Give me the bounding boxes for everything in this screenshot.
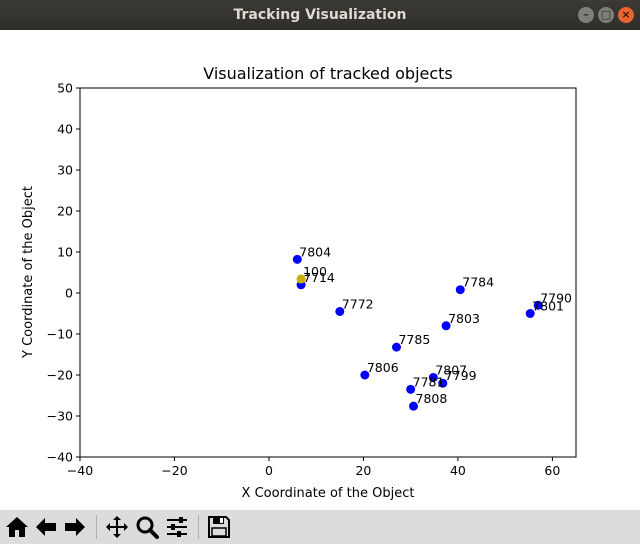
window-titlebar: Tracking Visualization – □ × (0, 0, 640, 30)
navigation-toolbar (0, 510, 640, 544)
point-label-7808: 7808 (416, 391, 448, 406)
point-7801 (525, 309, 535, 318)
x-tick-label: −20 (161, 463, 187, 478)
chart-figure: Visualization of tracked objects X Coord… (21, 64, 577, 501)
y-tick-label: 40 (57, 122, 73, 137)
close-button[interactable]: × (618, 7, 634, 23)
point-7781 (406, 384, 416, 394)
point-label-7781: 7781 (413, 374, 445, 389)
point-100 (296, 274, 306, 284)
point-7807 (428, 372, 438, 382)
toolbar-separator (198, 515, 199, 539)
point-7799 (438, 378, 448, 388)
y-tick-label: −40 (47, 450, 73, 465)
point-7790 (533, 300, 543, 310)
zoom-icon[interactable] (133, 513, 161, 541)
point-label-7785: 7785 (398, 332, 430, 347)
y-tick-label: 0 (65, 286, 73, 301)
point-label-7799: 7799 (445, 368, 477, 383)
y-tick-label: 50 (57, 81, 73, 96)
axis-ticks: −40 −20 0 20 40 60 −40 −30 −20 −10 0 10 20 30 40 50 (47, 81, 561, 479)
point-7784 (455, 285, 465, 295)
home-icon[interactable] (3, 513, 31, 541)
x-tick-label: 60 (544, 463, 560, 478)
point-label-7804: 7804 (299, 244, 331, 259)
x-tick-label: 0 (265, 463, 273, 478)
minimize-button[interactable]: – (578, 7, 594, 23)
forward-icon[interactable] (61, 513, 89, 541)
y-tick-label: 30 (57, 163, 73, 178)
y-tick-label: −20 (47, 368, 73, 383)
point-label-7807: 7807 (435, 362, 467, 377)
pan-icon[interactable] (103, 513, 131, 541)
window-title: Tracking Visualization (233, 7, 407, 23)
x-tick-label: 20 (355, 463, 371, 478)
point-label-7784: 7784 (462, 275, 494, 290)
x-tick-label: −40 (67, 463, 93, 478)
point-7803 (441, 321, 451, 331)
back-icon[interactable] (32, 513, 60, 541)
toolbar-separator (96, 515, 97, 539)
point-label-7790: 7790 (540, 290, 572, 305)
y-tick-label: −30 (47, 409, 73, 424)
configure-subplots-icon[interactable] (163, 513, 191, 541)
x-tick-label: 40 (450, 463, 466, 478)
point-label-7714: 7714 (303, 270, 335, 285)
maximize-button[interactable]: □ (598, 7, 614, 23)
plot-frame (79, 87, 577, 458)
point-7804 (292, 254, 302, 264)
point-label-7801: 7801 (532, 299, 564, 314)
chart-title: Visualization of tracked objects (203, 64, 453, 83)
y-tick-label: 10 (57, 245, 73, 260)
point-7806 (360, 370, 370, 380)
point-7772 (335, 306, 345, 316)
point-label-100: 100 (303, 264, 327, 279)
y-tick-label: 20 (57, 204, 73, 219)
point-label-7803: 7803 (448, 311, 480, 326)
save-icon[interactable] (205, 513, 233, 541)
point-label-7772: 7772 (342, 296, 374, 311)
y-axis-label: Y Coordinate of the Object (21, 186, 36, 359)
point-7808 (409, 401, 419, 411)
point-label-7806: 7806 (367, 360, 399, 375)
x-axis-label: X Coordinate of the Object (242, 486, 415, 501)
y-tick-label: −10 (47, 327, 73, 342)
point-7785 (391, 342, 401, 352)
